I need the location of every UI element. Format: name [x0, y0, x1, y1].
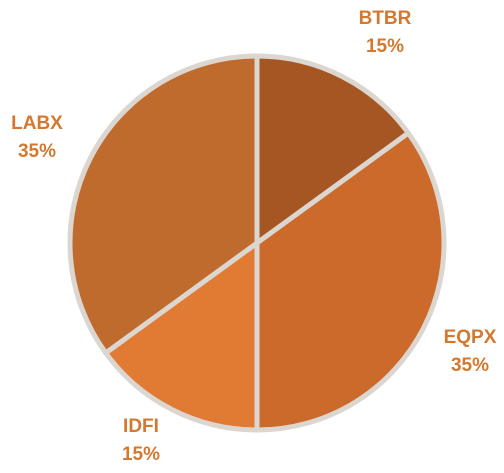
data-label-btbr: BTBR 15% — [359, 8, 412, 57]
data-label-percent: 35% — [18, 141, 56, 162]
pie-slice-btbr — [254, 53, 411, 246]
data-label-idfi: IDFI 15% — [122, 416, 160, 465]
data-label-percent: 35% — [451, 355, 489, 376]
data-label-category: IDFI — [123, 416, 159, 437]
data-label-category: BTBR — [359, 8, 412, 29]
data-label-percent: 15% — [366, 36, 404, 57]
data-label-labx: LABX 35% — [11, 113, 63, 162]
pie-data-labels: BTBR 15% EQPX 35% IDFI 15% LABX 35% — [11, 8, 497, 465]
data-label-category: EQPX — [444, 327, 497, 348]
pie-slice-eqpx — [254, 130, 447, 433]
data-label-percent: 15% — [122, 444, 160, 465]
pie-slice-idfi — [103, 240, 260, 433]
pie-slices — [67, 53, 447, 433]
data-label-category: LABX — [11, 113, 63, 134]
pie-slice-labx — [67, 53, 260, 356]
data-label-eqpx: EQPX 35% — [444, 327, 497, 376]
